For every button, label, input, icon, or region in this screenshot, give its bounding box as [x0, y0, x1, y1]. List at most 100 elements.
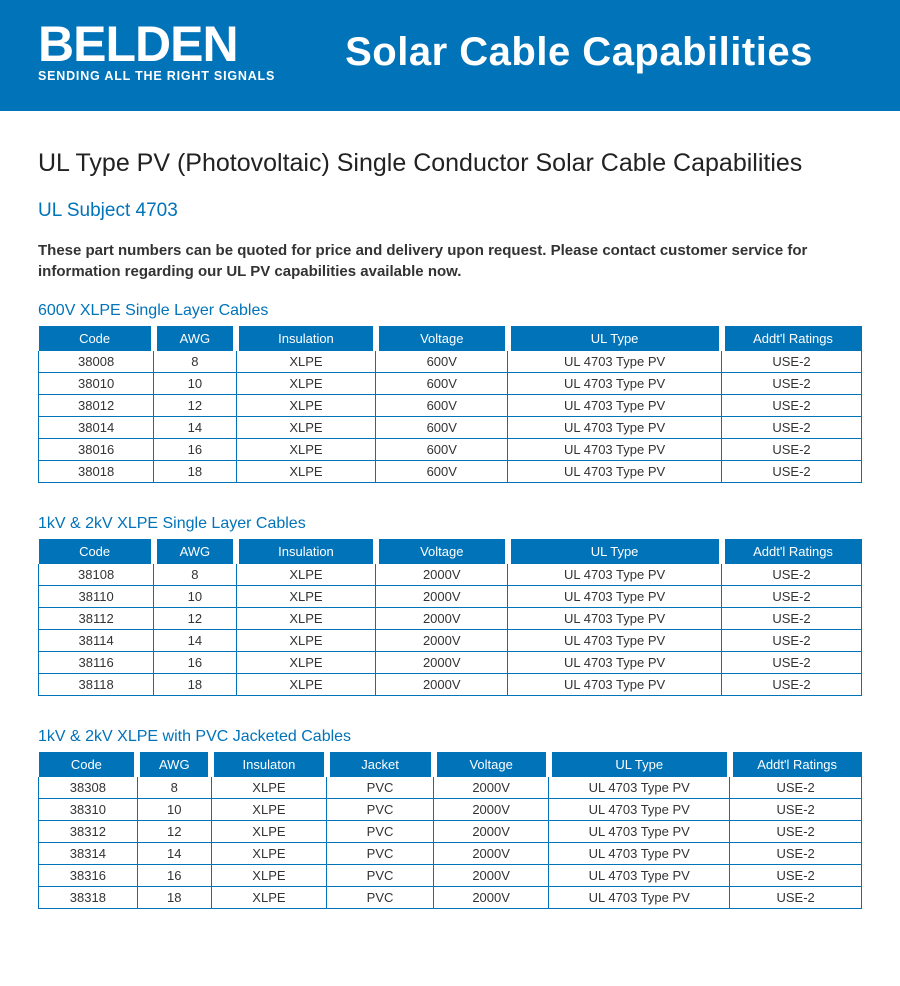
table-cell: 38016	[39, 439, 154, 461]
table-cell: 600V	[376, 373, 508, 395]
table-cell: 16	[154, 439, 236, 461]
table-cell: 600V	[376, 461, 508, 483]
table-cell: USE-2	[722, 439, 862, 461]
table-cell: USE-2	[730, 821, 862, 843]
table-cell: XLPE	[236, 395, 376, 417]
table-cell: USE-2	[730, 865, 862, 887]
intro-text: These part numbers can be quoted for pri…	[38, 240, 862, 282]
table-cell: XLPE	[236, 586, 376, 608]
table-row: 3801414XLPE600VUL 4703 Type PVUSE-2	[39, 417, 862, 439]
column-header: AWG	[137, 752, 211, 777]
table-cell: 2000V	[376, 564, 508, 586]
table-cell: 12	[154, 608, 236, 630]
table-row: 3831818XLPEPVC2000VUL 4703 Type PVUSE-2	[39, 887, 862, 909]
table-cell: XLPE	[211, 843, 326, 865]
table-row: 3831010XLPEPVC2000VUL 4703 Type PVUSE-2	[39, 799, 862, 821]
table-cell: UL 4703 Type PV	[508, 395, 722, 417]
table-cell: XLPE	[211, 887, 326, 909]
table-block: 600V XLPE Single Layer Cables CodeAWGInsu…	[38, 302, 862, 483]
page-header: BELDEN SENDING ALL THE RIGHT SIGNALS Sol…	[0, 0, 900, 111]
table-cell: 2000V	[434, 799, 549, 821]
table-cell: USE-2	[722, 608, 862, 630]
table-cell: 38318	[39, 887, 138, 909]
table-cell: UL 4703 Type PV	[508, 439, 722, 461]
table-cell: XLPE	[211, 821, 326, 843]
table-cell: 38316	[39, 865, 138, 887]
column-header: Insulaton	[211, 752, 326, 777]
table-cell: UL 4703 Type PV	[508, 674, 722, 696]
table-cell: 2000V	[434, 843, 549, 865]
table-cell: USE-2	[730, 799, 862, 821]
table-row: 3801818XLPE600VUL 4703 Type PVUSE-2	[39, 461, 862, 483]
table-row: 3831616XLPEPVC2000VUL 4703 Type PVUSE-2	[39, 865, 862, 887]
table-cell: 12	[154, 395, 236, 417]
table-cell: XLPE	[236, 564, 376, 586]
table-cell: 38308	[39, 777, 138, 799]
table-cell: USE-2	[730, 777, 862, 799]
column-header: Code	[39, 326, 154, 351]
table-cell: 2000V	[434, 887, 549, 909]
table-cell: 600V	[376, 395, 508, 417]
table-cell: 38116	[39, 652, 154, 674]
column-header: Insulation	[236, 326, 376, 351]
content-area: UL Type PV (Photovoltaic) Single Conduct…	[0, 111, 900, 971]
table-cell: XLPE	[211, 777, 326, 799]
table-cell: UL 4703 Type PV	[508, 461, 722, 483]
table-cell: 38314	[39, 843, 138, 865]
table-cell: UL 4703 Type PV	[549, 799, 730, 821]
table-cell: 8	[154, 564, 236, 586]
table-cell: 18	[137, 887, 211, 909]
table-cell: PVC	[327, 865, 434, 887]
data-table: CodeAWGInsulatonJacketVoltageUL TypeAddt…	[38, 752, 862, 909]
table-cell: USE-2	[730, 887, 862, 909]
table-cell: 8	[154, 351, 236, 373]
table-cell: 38118	[39, 674, 154, 696]
table-row: 380088XLPE600VUL 4703 Type PVUSE-2	[39, 351, 862, 373]
table-cell: 14	[154, 630, 236, 652]
brand-tagline: SENDING ALL THE RIGHT SIGNALS	[38, 69, 275, 83]
table-cell: USE-2	[722, 417, 862, 439]
table-cell: 38110	[39, 586, 154, 608]
table-cell: 14	[154, 417, 236, 439]
column-header: Voltage	[376, 326, 508, 351]
column-header: Jacket	[327, 752, 434, 777]
table-row: 3811414XLPE2000VUL 4703 Type PVUSE-2	[39, 630, 862, 652]
subject-heading: UL Subject 4703	[38, 200, 862, 222]
table-cell: 38012	[39, 395, 154, 417]
table-row: 3811616XLPE2000VUL 4703 Type PVUSE-2	[39, 652, 862, 674]
data-table: CodeAWGInsulationVoltageUL TypeAddt'l Ra…	[38, 326, 862, 483]
table-row: 3831212XLPEPVC2000VUL 4703 Type PVUSE-2	[39, 821, 862, 843]
column-header: Code	[39, 539, 154, 564]
column-header: AWG	[154, 326, 236, 351]
column-header: Insulation	[236, 539, 376, 564]
table-cell: USE-2	[722, 351, 862, 373]
table-cell: XLPE	[211, 865, 326, 887]
table-cell: UL 4703 Type PV	[549, 865, 730, 887]
table-cell: USE-2	[722, 630, 862, 652]
table-cell: UL 4703 Type PV	[508, 351, 722, 373]
table-cell: PVC	[327, 887, 434, 909]
table-cell: 38014	[39, 417, 154, 439]
table-cell: USE-2	[722, 564, 862, 586]
table-title: 600V XLPE Single Layer Cables	[38, 302, 862, 320]
table-cell: PVC	[327, 799, 434, 821]
table-cell: 38018	[39, 461, 154, 483]
table-row: 3811010XLPE2000VUL 4703 Type PVUSE-2	[39, 586, 862, 608]
table-cell: 14	[137, 843, 211, 865]
table-cell: USE-2	[722, 373, 862, 395]
column-header: Voltage	[434, 752, 549, 777]
table-cell: XLPE	[236, 461, 376, 483]
table-cell: XLPE	[236, 674, 376, 696]
table-cell: 18	[154, 674, 236, 696]
table-row: 3801212XLPE600VUL 4703 Type PVUSE-2	[39, 395, 862, 417]
column-header: UL Type	[508, 326, 722, 351]
table-cell: UL 4703 Type PV	[549, 843, 730, 865]
table-cell: USE-2	[722, 395, 862, 417]
table-cell: 2000V	[434, 777, 549, 799]
table-cell: UL 4703 Type PV	[508, 608, 722, 630]
column-header: Addt'l Ratings	[722, 326, 862, 351]
table-row: 383088XLPEPVC2000VUL 4703 Type PVUSE-2	[39, 777, 862, 799]
table-title: 1kV & 2kV XLPE with PVC Jacketed Cables	[38, 728, 862, 746]
table-row: 3801616XLPE600VUL 4703 Type PVUSE-2	[39, 439, 862, 461]
table-title: 1kV & 2kV XLPE Single Layer Cables	[38, 515, 862, 533]
